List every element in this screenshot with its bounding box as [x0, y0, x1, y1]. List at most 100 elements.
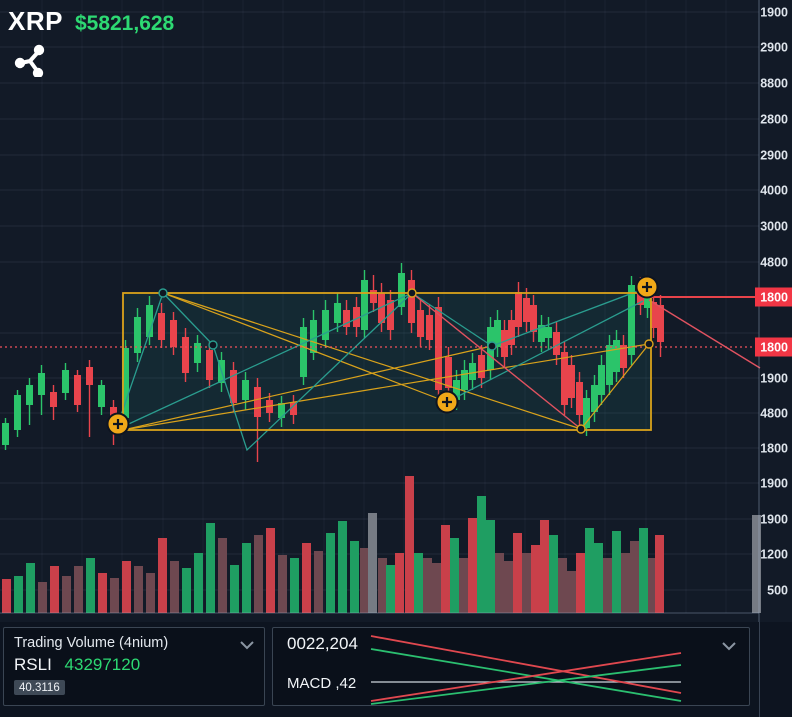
volume-bar: [360, 548, 369, 613]
volume-bar: [441, 525, 450, 613]
candle-body: [469, 363, 476, 380]
drawing-plus-handle[interactable]: [435, 390, 459, 414]
volume-bar: [648, 558, 657, 613]
axis-price-badge: 1800: [755, 337, 792, 357]
volume-bar: [639, 528, 648, 613]
candle-body: [370, 290, 377, 303]
volume-bar: [278, 555, 287, 613]
candle-body: [170, 320, 177, 347]
candle-body: [74, 375, 81, 405]
axis-price-label: 2900: [760, 149, 788, 163]
drawing-anchor-ring: [208, 340, 218, 350]
volume-bar: [450, 538, 459, 613]
symbol-header: XRP $5821,628: [8, 6, 174, 82]
volume-bar: [576, 553, 585, 613]
volume-bar: [594, 543, 603, 613]
axis-price-label: 1900: [760, 372, 788, 386]
axis-price-label: 1900: [760, 513, 788, 527]
drawing-plus-handle[interactable]: [635, 275, 659, 299]
symbol-price: $5821,628: [74, 12, 175, 35]
volume-bar: [405, 476, 414, 613]
svg-text:1800: 1800: [760, 341, 788, 355]
candle-body: [378, 293, 385, 323]
trendline-red: [648, 299, 761, 369]
candle-body: [300, 327, 307, 377]
volume-bar: [194, 553, 203, 613]
trendline-red: [411, 292, 582, 430]
candle-body: [568, 365, 575, 398]
candle-body: [445, 357, 452, 388]
volume-bar: [486, 520, 495, 613]
volume-bar: [242, 543, 251, 613]
axis-price-label: 2800: [760, 113, 788, 127]
macd-mini-chart: [370, 635, 682, 705]
candle-body: [644, 295, 651, 308]
volume-bar: [395, 553, 404, 613]
volume-bar: [432, 563, 441, 613]
volume-bar: [752, 515, 761, 613]
axis-price-label: 1900: [760, 6, 788, 20]
indicator-panels-bar: Trading Volume (4nium) RSLI 43297120 40.…: [0, 622, 792, 717]
rsli-value: 43297120: [64, 655, 141, 674]
volume-bar: [540, 520, 549, 613]
candle-body: [426, 315, 433, 340]
candle-body: [254, 387, 261, 417]
candle-body: [620, 345, 627, 368]
candle-body: [515, 292, 522, 327]
axis-price-label: 2900: [760, 41, 788, 55]
candle-body: [501, 330, 508, 357]
drawing-anchor-ring: [644, 339, 654, 349]
volume-bar: [26, 563, 35, 613]
candle-body: [14, 395, 21, 430]
price-chart-canvas[interactable]: 1900 2900 8800 2800 2900 4000 3000 4800 1900 4800…: [0, 0, 792, 622]
volume-bar: [146, 573, 155, 613]
trendline-yellow: [580, 343, 650, 430]
axis-separator-extension: [759, 622, 760, 717]
axis-price-label: 8800: [760, 77, 788, 91]
macd-label: MACD ,42: [287, 675, 357, 692]
macd-value: 0022,204: [287, 634, 358, 653]
drawing-anchor-ring: [576, 424, 586, 434]
symbol-name: XRP: [8, 6, 63, 36]
volume-bar: [230, 565, 239, 613]
volume-bar: [14, 576, 23, 613]
volume-bar: [50, 566, 59, 613]
axis-price-label: 4800: [760, 407, 788, 421]
candle-body: [387, 300, 394, 330]
candle-body: [530, 305, 537, 332]
volume-bar: [477, 496, 486, 613]
candle-body: [86, 367, 93, 385]
volume-bar: [621, 553, 630, 613]
chevron-down-icon[interactable]: [721, 641, 737, 651]
axis-price-label: 4800: [760, 256, 788, 270]
candle-body: [206, 350, 213, 380]
chevron-down-icon[interactable]: [239, 640, 255, 650]
candle-body: [361, 280, 368, 330]
volume-bar: [158, 538, 167, 613]
volume-bar: [459, 558, 468, 613]
axis-price-label: 1200: [760, 548, 788, 562]
volume-bar: [62, 576, 71, 613]
candle-body: [591, 385, 598, 412]
axis-price-label: 1800: [760, 442, 788, 456]
volume-bar: [558, 558, 567, 613]
volume-bar: [218, 538, 227, 613]
volume-bar: [74, 566, 83, 613]
rsli-row: RSLI 43297120: [14, 655, 254, 675]
macd-panel[interactable]: 0022,204 MACD ,42: [272, 627, 750, 706]
candle-body: [494, 320, 501, 347]
volume-bar: [504, 561, 513, 613]
volume-bar: [531, 545, 540, 613]
drawing-plus-handle[interactable]: [106, 412, 130, 436]
volume-bar: [170, 561, 179, 613]
volume-bar: [603, 558, 612, 613]
volume-bar: [585, 528, 594, 613]
candle-body: [182, 337, 189, 373]
drawing-anchor-ring: [158, 288, 168, 298]
trading-volume-panel[interactable]: Trading Volume (4nium) RSLI 43297120 40.…: [3, 627, 265, 706]
candle-body: [134, 317, 141, 353]
trendline-teal: [411, 292, 493, 347]
volume-bar: [338, 521, 347, 613]
volume-bar: [468, 518, 477, 613]
